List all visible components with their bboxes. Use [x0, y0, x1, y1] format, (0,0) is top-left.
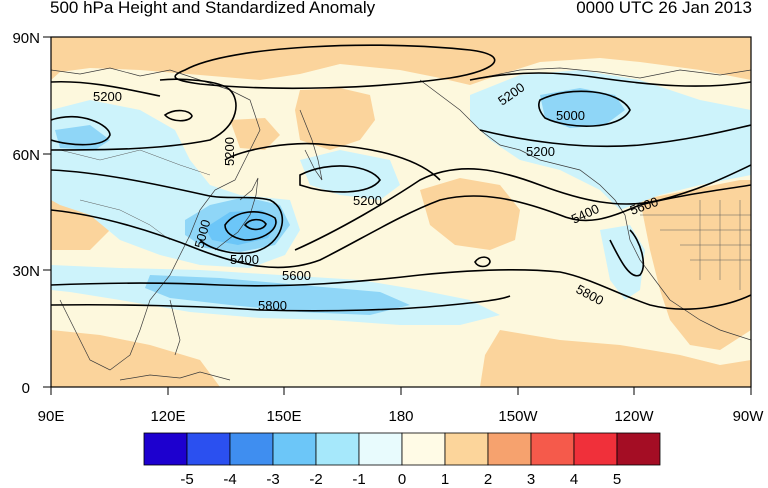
- colorbar-label: -5: [180, 471, 193, 488]
- colorbar-swatch: [573, 432, 618, 466]
- contour-5200: [224, 142, 441, 181]
- pos-anomaly-region: [230, 118, 280, 150]
- lon-label: 120E: [150, 408, 185, 425]
- colorbar-swatch: [616, 432, 661, 466]
- contour-5000: [538, 90, 631, 127]
- borders: [59, 149, 751, 290]
- lon-labels: 90E 120E 150E 180 150W 120W 90W: [38, 408, 765, 425]
- contour-5600: [51, 184, 751, 269]
- colorbar-swatch: [272, 432, 317, 466]
- lat-label: 90N: [12, 30, 40, 47]
- contour-5200-east: [479, 124, 751, 148]
- contour-5400: [51, 169, 284, 254]
- contour-5400: [294, 164, 751, 251]
- philippines-coast: [169, 299, 181, 356]
- colorbar-swatch: [401, 432, 446, 466]
- lat-label: 30N: [12, 263, 40, 280]
- colorbar-swatch: [358, 432, 403, 466]
- contour-5200-small: [163, 109, 193, 122]
- colorbar-label: 5: [613, 471, 621, 488]
- contour-label: 5200: [93, 89, 122, 104]
- colorbar-swatch: [186, 432, 231, 466]
- colorbar-label: 4: [570, 471, 578, 488]
- contour-label: 5200: [353, 193, 382, 208]
- neg-anomaly-region: [470, 70, 751, 210]
- contour-5800: [51, 269, 751, 310]
- lon-label: 90E: [38, 408, 65, 425]
- contour-label: 5200: [222, 137, 237, 166]
- lon-label: 150E: [266, 408, 301, 425]
- contour-label: 5000: [556, 108, 585, 123]
- axis-ticks: [43, 36, 752, 395]
- kamchatka-coast: [299, 109, 323, 181]
- border-line: [59, 149, 211, 176]
- colorbar-label: 2: [484, 471, 492, 488]
- pos-anomaly-region: [51, 330, 220, 387]
- asia-coast: [51, 67, 261, 371]
- height-contours: [51, 44, 751, 312]
- lat-label: 0: [22, 380, 30, 397]
- contour-5600-small: [474, 256, 491, 268]
- contour-label: 5800: [258, 298, 287, 313]
- lat-labels: 90N 60N 30N 0: [12, 30, 40, 397]
- arctic-coast: [469, 67, 751, 81]
- colorbar-label: 1: [441, 471, 449, 488]
- colorbar-label: -1: [352, 471, 365, 488]
- neg-anomaly-core: [540, 88, 625, 128]
- valid-time: 0000 UTC 26 Jan 2013: [576, 0, 752, 17]
- contour-5200: [51, 80, 161, 97]
- contour-label: 5000: [191, 218, 213, 250]
- contour-5600-trough: [609, 229, 645, 277]
- colorbar-swatch: [487, 432, 532, 466]
- pos-anomaly-region: [51, 37, 751, 85]
- pos-anomaly-region: [420, 178, 520, 250]
- chart-title: 500 hPa Height and Standardized Anomaly: [50, 0, 376, 17]
- japan-coast: [214, 177, 259, 251]
- colorbar-label: -3: [266, 471, 279, 488]
- colorbar: -5 -4 -3 -2 -1 0 1 2 3 4 5: [143, 432, 661, 488]
- colorbar-swatch: [530, 432, 575, 466]
- contour-5000-arctic: [469, 72, 751, 87]
- colorbar-swatch: [315, 432, 360, 466]
- contour-5400-inner: [243, 218, 267, 231]
- lon-label: 90W: [733, 408, 765, 425]
- lon-label: 180: [388, 408, 413, 425]
- contour-5200-loop: [299, 165, 381, 193]
- indonesia-coast: [119, 371, 231, 381]
- colorbar-swatch: [229, 432, 274, 466]
- colorbar-label: -4: [223, 471, 236, 488]
- contour-label: 5600: [282, 268, 311, 283]
- contour-label: 5200: [526, 144, 555, 159]
- colorbar-label: -2: [309, 471, 322, 488]
- contour-5200: [51, 115, 111, 146]
- border-line: [79, 199, 171, 241]
- contour-5400-core: [224, 211, 277, 241]
- contour-label: 5400: [230, 252, 259, 267]
- colorbar-label: 0: [398, 471, 406, 488]
- neg-anomaly-region: [300, 150, 400, 200]
- colorbar-swatch: [143, 432, 188, 466]
- colorbar-label: 3: [527, 471, 535, 488]
- pos-anomaly-region: [295, 88, 375, 150]
- pos-anomaly-region: [480, 330, 751, 387]
- contour-polar-low: [174, 44, 496, 90]
- lat-label: 60N: [12, 147, 40, 164]
- contour-5800-south: [51, 295, 511, 312]
- lon-label: 150W: [498, 408, 538, 425]
- contour-5200: [51, 78, 237, 151]
- colorbar-swatch: [444, 432, 489, 466]
- lon-label: 120W: [614, 408, 654, 425]
